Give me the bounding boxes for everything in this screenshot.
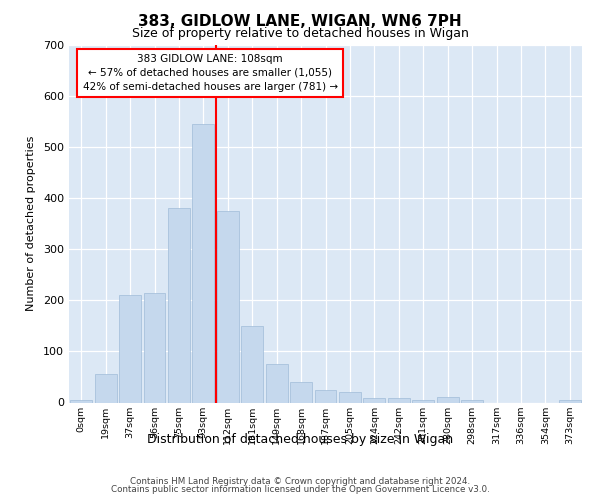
Bar: [95, 374, 116, 402]
Bar: [290, 382, 312, 402]
Bar: [461, 400, 483, 402]
Bar: [437, 398, 458, 402]
Text: Distribution of detached houses by size in Wigan: Distribution of detached houses by size …: [147, 432, 453, 446]
Bar: [143, 292, 166, 403]
Bar: [314, 390, 337, 402]
Text: Contains HM Land Registry data © Crown copyright and database right 2024.: Contains HM Land Registry data © Crown c…: [130, 477, 470, 486]
Bar: [168, 208, 190, 402]
Bar: [70, 400, 92, 402]
Bar: [339, 392, 361, 402]
Bar: [217, 211, 239, 402]
Y-axis label: Number of detached properties: Number of detached properties: [26, 136, 36, 312]
Text: Size of property relative to detached houses in Wigan: Size of property relative to detached ho…: [131, 28, 469, 40]
Bar: [559, 400, 581, 402]
Text: 383 GIDLOW LANE: 108sqm
← 57% of detached houses are smaller (1,055)
42% of semi: 383 GIDLOW LANE: 108sqm ← 57% of detache…: [83, 54, 338, 92]
Bar: [193, 124, 214, 402]
Bar: [388, 398, 410, 402]
Bar: [119, 295, 141, 403]
Bar: [412, 400, 434, 402]
Bar: [241, 326, 263, 402]
Bar: [364, 398, 385, 402]
Text: 383, GIDLOW LANE, WIGAN, WN6 7PH: 383, GIDLOW LANE, WIGAN, WN6 7PH: [138, 14, 462, 29]
Bar: [266, 364, 287, 403]
Text: Contains public sector information licensed under the Open Government Licence v3: Contains public sector information licen…: [110, 485, 490, 494]
